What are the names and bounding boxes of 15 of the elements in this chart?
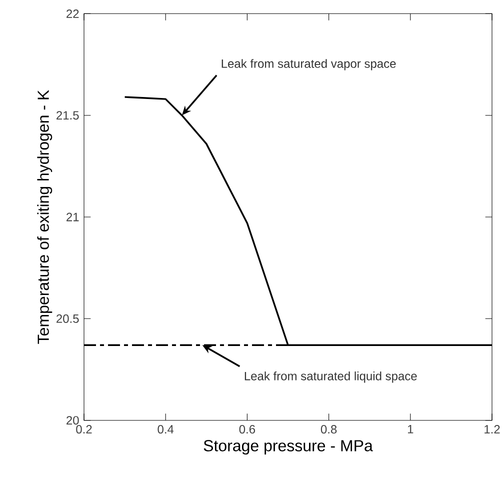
x-tick-label: 0.6 bbox=[239, 425, 256, 434]
annotation: Leak from saturated vapor space bbox=[222, 59, 396, 70]
y-axis-title: Temperature of exiting hydrogen - K bbox=[37, 90, 52, 344]
x-tick-label: 0.4 bbox=[158, 425, 174, 434]
annotation: Leak from saturated liquid space bbox=[244, 372, 417, 383]
y-tick-label: 21 bbox=[66, 212, 79, 222]
x-axis-title: Storage pressure - MPa bbox=[204, 440, 373, 455]
y-tick-label: 21.5 bbox=[56, 111, 79, 120]
y-tick-label: 22 bbox=[66, 9, 79, 18]
x-tick-label: 0.8 bbox=[320, 425, 337, 434]
x-tick-label: 1.2 bbox=[484, 425, 500, 434]
x-tick-label: 0.2 bbox=[76, 425, 92, 434]
x-tick-label: 1 bbox=[408, 425, 414, 434]
y-tick-label: 20.5 bbox=[56, 314, 79, 323]
y-tick-label: 20 bbox=[66, 416, 79, 425]
